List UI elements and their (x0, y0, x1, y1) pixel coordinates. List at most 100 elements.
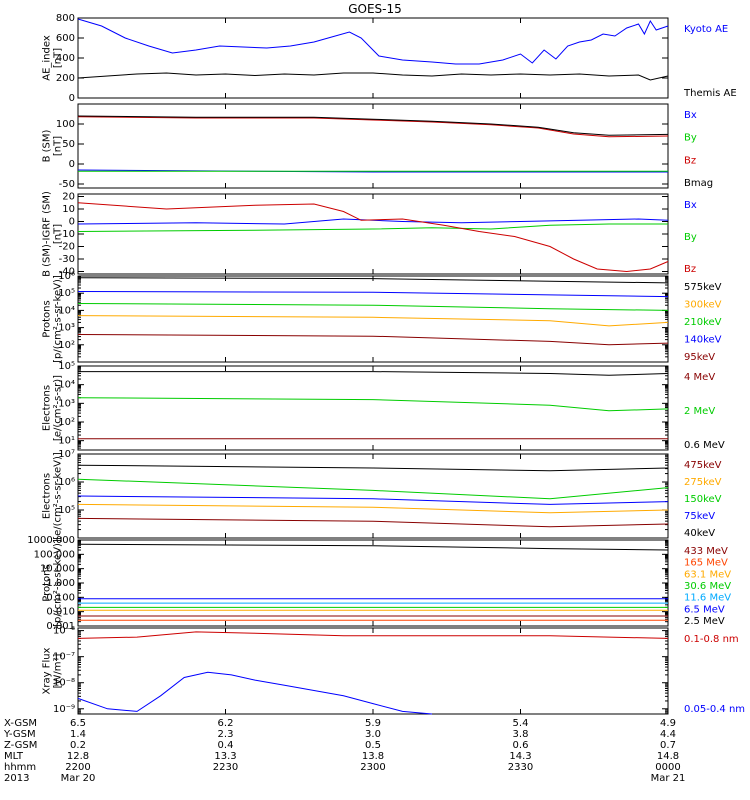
series-line-40kev (77, 464, 669, 472)
y-tick-label: 100.000 (34, 549, 75, 560)
legend-entry: 210keV (684, 317, 722, 328)
legend-entry: By (684, 232, 697, 243)
series-line-bx (77, 218, 669, 225)
y-tick-label: 0.010 (46, 607, 75, 618)
y-axis-label: Electrons (42, 385, 53, 431)
series-line-0-05-0-4-nm (77, 671, 433, 715)
y-axis-label: Xray Flux (42, 647, 53, 694)
y-axis-label: [e/(cm²-s-sr)] (53, 375, 64, 441)
series-line-0-1-0-8-nm (77, 631, 669, 639)
y-tick-label: 800 (56, 13, 75, 24)
bottom-axis-value: 13.3 (214, 751, 236, 762)
y-tick-label: 10 (62, 204, 75, 215)
panel-frame (77, 539, 669, 627)
series-line-475kev (77, 517, 669, 528)
legend-entry: 30.6 MeV (684, 581, 731, 592)
legend-entry: 95keV (684, 352, 715, 363)
y-tick-label: 0 (69, 93, 75, 104)
y-axis-label: [nT] (53, 136, 64, 156)
bottom-axis-value: 2200 (65, 762, 90, 773)
y-tick-label: 0.001 (46, 621, 75, 632)
bottom-axis-value: 1.4 (70, 729, 86, 740)
legend-entry: Themis AE (683, 88, 737, 99)
legend-entry: 140keV (684, 335, 722, 346)
legend-entry: Bx (684, 200, 697, 211)
legend-entry: Bz (684, 264, 696, 275)
series-line-300kev (77, 315, 669, 327)
bottom-axis-value: 5.4 (513, 718, 529, 729)
y-axis-label: [nT] (53, 48, 64, 68)
chart-title: GOES-15 (348, 2, 402, 16)
legend-entry: Bmag (684, 178, 713, 189)
legend-entry: 300keV (684, 300, 722, 311)
series-line-bz (77, 202, 669, 273)
legend-entry: 165 MeV (684, 558, 728, 569)
y-axis-label: Electrons (42, 473, 53, 519)
legend-entry: 475keV (684, 460, 722, 471)
legend-entry: 575keV (684, 282, 722, 293)
bottom-axis-value: Mar 20 (61, 773, 96, 784)
panel-frame (77, 275, 669, 363)
bottom-axis-value: 12.8 (67, 751, 89, 762)
bottom-axis-value: 0.5 (365, 740, 381, 751)
y-tick-label: 600 (56, 33, 75, 44)
series-line-95kev (77, 334, 669, 346)
legend-entry: Kyoto AE (684, 24, 728, 35)
y-axis-label: [nT] (53, 224, 64, 244)
panel-frame (77, 17, 669, 99)
series-line-275kev (77, 503, 669, 514)
bottom-row-label: Y-GSM (3, 729, 36, 740)
legend-entry: 75keV (684, 511, 715, 522)
y-axis-label: [W/m²] (53, 653, 64, 688)
y-tick-label: 10⁴ (58, 380, 75, 391)
series-line-bz (77, 116, 669, 138)
y-axis-label: B (SM) (42, 129, 53, 162)
series-line-140kev (77, 291, 669, 298)
legend-entry: 275keV (684, 477, 722, 488)
bottom-axis-value: 0.4 (218, 740, 234, 751)
series-line-575kev (77, 277, 669, 284)
y-tick-label: 0 (69, 217, 75, 228)
y-tick-label: 10⁵ (58, 361, 75, 372)
y-tick-label: -30 (59, 254, 75, 265)
y-axis-label: AE_index (42, 35, 53, 81)
y-tick-label: -20 (59, 242, 75, 253)
bottom-axis-value: 2230 (213, 762, 238, 773)
y-tick-label: 10⁶ (58, 477, 75, 488)
legend-entry: 63.1 MeV (684, 569, 731, 580)
series-line-2-5-mev (77, 543, 669, 551)
bottom-axis-value: 13.8 (362, 751, 384, 762)
bottom-axis-value: 5.9 (365, 718, 381, 729)
bottom-row-label: Z-GSM (4, 740, 37, 751)
bottom-axis-value: 3.0 (365, 729, 381, 740)
y-axis-label: Protons (42, 300, 53, 337)
legend-entry: 2.5 MeV (684, 616, 725, 627)
bottom-axis-value: 14.8 (657, 751, 679, 762)
y-tick-label: 10.000 (40, 564, 75, 575)
y-tick-label: 1000.000 (27, 535, 75, 546)
y-tick-label: 10⁻⁶ (53, 626, 75, 637)
y-tick-label: -40 (59, 267, 75, 278)
legend-entry: Bz (684, 155, 696, 166)
panel-frame (77, 627, 669, 715)
bottom-axis-value: 6.5 (70, 718, 86, 729)
bottom-axis-value: 2330 (508, 762, 533, 773)
series-line-bx (77, 169, 668, 173)
bottom-axis-value: 14.3 (509, 751, 531, 762)
legend-entry: 0.6 MeV (684, 440, 725, 451)
series-line-0-6-mev (78, 371, 669, 376)
series-line-kyoto-ae (77, 18, 669, 65)
bottom-row-label: X-GSM (4, 718, 37, 729)
y-tick-label: 50 (62, 139, 75, 150)
bottom-axis-value: 0.2 (70, 740, 86, 751)
bottom-axis-value: 0.7 (660, 740, 676, 751)
y-tick-label: 10⁻⁹ (53, 704, 75, 715)
y-tick-label: -50 (59, 179, 75, 190)
y-tick-label: 0.100 (46, 592, 75, 603)
y-tick-label: 10⁷ (58, 449, 75, 460)
y-tick-label: 10² (58, 417, 75, 428)
bottom-row-label: hhmm (4, 762, 36, 773)
